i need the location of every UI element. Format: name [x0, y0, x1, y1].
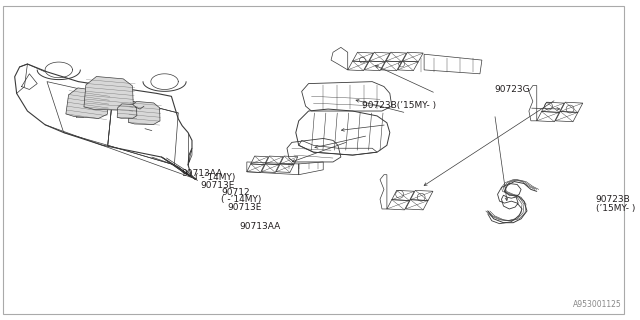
Text: 90723B(’15MY- ): 90723B(’15MY- ) — [362, 101, 436, 110]
Text: 90713E: 90713E — [201, 181, 235, 190]
Text: 90713E: 90713E — [227, 203, 262, 212]
Text: 90723G: 90723G — [495, 85, 531, 94]
Text: 90723B: 90723B — [596, 195, 630, 204]
Polygon shape — [84, 76, 133, 110]
Text: A953001125: A953001125 — [573, 300, 622, 309]
Text: 90713AA: 90713AA — [240, 222, 281, 231]
Text: 90712: 90712 — [221, 188, 250, 197]
Text: (’15MY- ): (’15MY- ) — [596, 204, 635, 213]
Text: ( -’14MY): ( -’14MY) — [195, 173, 235, 182]
Polygon shape — [66, 88, 108, 118]
Polygon shape — [129, 101, 160, 124]
Text: ( -’14MY): ( -’14MY) — [221, 195, 262, 204]
Text: 90713AA: 90713AA — [181, 169, 222, 178]
Polygon shape — [117, 104, 137, 118]
